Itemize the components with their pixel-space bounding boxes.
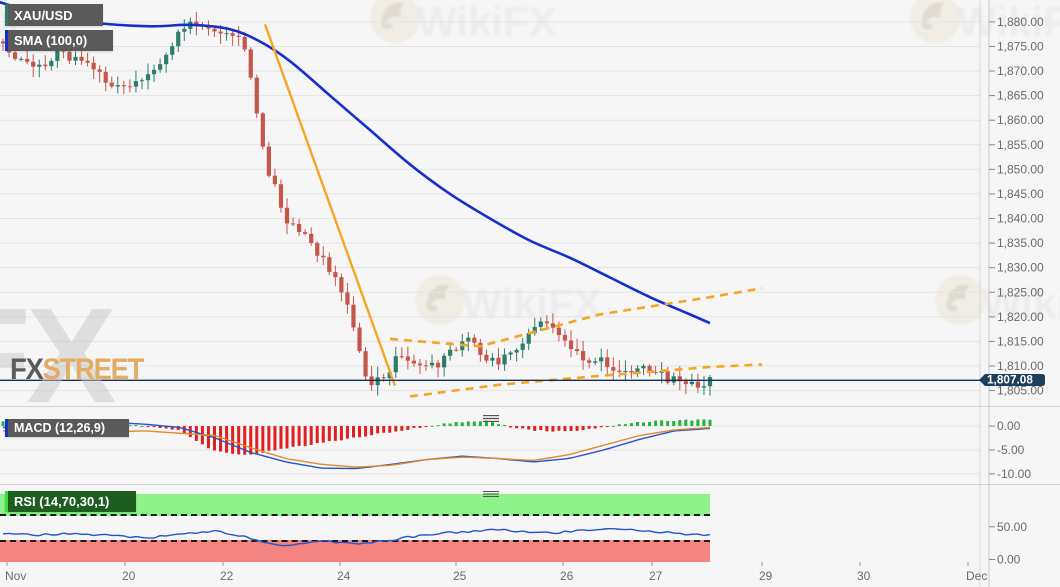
svg-text:1,870.00: 1,870.00	[997, 64, 1044, 78]
svg-text:0.00: 0.00	[997, 419, 1021, 433]
svg-text:1,807.08: 1,807.08	[987, 373, 1033, 387]
svg-text:1,875.00: 1,875.00	[997, 39, 1044, 53]
svg-text:1,830.00: 1,830.00	[997, 261, 1044, 275]
svg-text:1,850.00: 1,850.00	[997, 162, 1044, 176]
svg-text:Dec: Dec	[966, 569, 987, 583]
svg-text:1,810.00: 1,810.00	[997, 359, 1044, 373]
svg-text:1,835.00: 1,835.00	[997, 236, 1044, 250]
svg-text:27: 27	[649, 569, 663, 583]
svg-text:Nov: Nov	[5, 569, 26, 583]
svg-text:1,855.00: 1,855.00	[997, 138, 1044, 152]
svg-text:20: 20	[122, 569, 136, 583]
svg-text:-5.00: -5.00	[997, 443, 1025, 457]
svg-text:24: 24	[337, 569, 351, 583]
svg-text:1,865.00: 1,865.00	[997, 89, 1044, 103]
svg-text:22: 22	[220, 569, 234, 583]
svg-text:1,825.00: 1,825.00	[997, 285, 1044, 299]
svg-text:1,845.00: 1,845.00	[997, 187, 1044, 201]
svg-text:1,860.00: 1,860.00	[997, 113, 1044, 127]
svg-text:1,880.00: 1,880.00	[997, 15, 1044, 29]
svg-text:29: 29	[759, 569, 773, 583]
svg-text:1,840.00: 1,840.00	[997, 212, 1044, 226]
svg-text:50.00: 50.00	[997, 520, 1027, 534]
svg-text:1,820.00: 1,820.00	[997, 310, 1044, 324]
svg-text:26: 26	[560, 569, 574, 583]
svg-text:25: 25	[453, 569, 467, 583]
svg-text:1,815.00: 1,815.00	[997, 334, 1044, 348]
svg-text:-10.00: -10.00	[997, 467, 1031, 481]
svg-text:30: 30	[857, 569, 871, 583]
